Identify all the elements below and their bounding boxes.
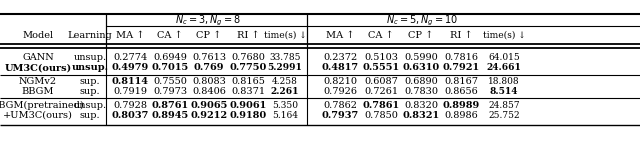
Text: CP ↑: CP ↑ [196, 30, 221, 40]
Text: 0.8114: 0.8114 [111, 77, 148, 86]
Text: 0.6310: 0.6310 [403, 63, 440, 73]
Text: GANN: GANN [22, 53, 54, 62]
Text: 0.9180: 0.9180 [229, 111, 267, 119]
Text: 0.4979: 0.4979 [111, 63, 148, 73]
Text: 18.808: 18.808 [488, 77, 520, 86]
Text: 0.5990: 0.5990 [404, 53, 438, 62]
Text: 0.8989: 0.8989 [442, 100, 479, 110]
Text: 0.8210: 0.8210 [323, 77, 357, 86]
Text: 4.258: 4.258 [272, 77, 298, 86]
Text: $N_c = 3, N_g = 8$: $N_c = 3, N_g = 8$ [175, 14, 241, 28]
Text: 0.7861: 0.7861 [362, 100, 399, 110]
Text: 0.8083: 0.8083 [192, 77, 226, 86]
Text: +UM3C(ours): +UM3C(ours) [3, 111, 73, 119]
Text: 0.7937: 0.7937 [321, 111, 358, 119]
Text: 0.5551: 0.5551 [362, 63, 399, 73]
Text: CA ↑: CA ↑ [157, 30, 183, 40]
Text: unsup.: unsup. [74, 53, 107, 62]
Text: 0.8167: 0.8167 [444, 77, 478, 86]
Text: MA ↑: MA ↑ [116, 30, 144, 40]
Text: 0.8945: 0.8945 [152, 111, 189, 119]
Text: MA ↑: MA ↑ [326, 30, 354, 40]
Text: 24.661: 24.661 [486, 63, 522, 73]
Text: BBGM(pretrained): BBGM(pretrained) [0, 100, 84, 110]
Text: sup.: sup. [80, 86, 100, 95]
Text: 0.4817: 0.4817 [321, 63, 358, 73]
Text: 0.7862: 0.7862 [323, 100, 357, 110]
Text: 0.5103: 0.5103 [364, 53, 398, 62]
Text: $N_c = 5, N_g = 10$: $N_c = 5, N_g = 10$ [386, 14, 458, 28]
Text: 0.7928: 0.7928 [113, 100, 147, 110]
Text: 0.8761: 0.8761 [152, 100, 189, 110]
Text: 0.7921: 0.7921 [442, 63, 479, 73]
Text: 0.7919: 0.7919 [113, 86, 147, 95]
Text: 0.7816: 0.7816 [444, 53, 478, 62]
Text: 5.350: 5.350 [272, 100, 298, 110]
Text: 0.9065: 0.9065 [190, 100, 228, 110]
Text: 0.8321: 0.8321 [403, 111, 440, 119]
Text: 0.9212: 0.9212 [191, 111, 228, 119]
Text: 33.785: 33.785 [269, 53, 301, 62]
Text: 0.2372: 0.2372 [323, 53, 357, 62]
Text: 0.6949: 0.6949 [153, 53, 187, 62]
Text: CA ↑: CA ↑ [368, 30, 394, 40]
Text: RI ↑: RI ↑ [237, 30, 259, 40]
Text: 0.2774: 0.2774 [113, 53, 147, 62]
Text: 5.2991: 5.2991 [268, 63, 303, 73]
Text: sup.: sup. [80, 77, 100, 86]
Text: 0.7613: 0.7613 [192, 53, 226, 62]
Text: 0.8406: 0.8406 [192, 86, 226, 95]
Text: 0.7015: 0.7015 [152, 63, 189, 73]
Text: 0.6087: 0.6087 [364, 77, 398, 86]
Text: BBGM: BBGM [22, 86, 54, 95]
Text: sup.: sup. [80, 111, 100, 119]
Text: 0.7973: 0.7973 [153, 86, 187, 95]
Text: 0.7550: 0.7550 [153, 77, 187, 86]
Text: 0.8320: 0.8320 [404, 100, 438, 110]
Text: unsup.: unsup. [74, 100, 107, 110]
Text: 0.8037: 0.8037 [111, 111, 148, 119]
Text: 0.7261: 0.7261 [364, 86, 398, 95]
Text: time(s) ↓: time(s) ↓ [483, 30, 525, 40]
Text: 25.752: 25.752 [488, 111, 520, 119]
Text: Model: Model [22, 30, 54, 40]
Text: 8.514: 8.514 [490, 86, 518, 95]
Text: 0.7850: 0.7850 [364, 111, 398, 119]
Text: 0.9061: 0.9061 [229, 100, 267, 110]
Text: UM3C(ours): UM3C(ours) [4, 63, 72, 73]
Text: RI ↑: RI ↑ [450, 30, 472, 40]
Text: 0.8371: 0.8371 [231, 86, 265, 95]
Text: 24.857: 24.857 [488, 100, 520, 110]
Text: CP ↑: CP ↑ [408, 30, 434, 40]
Text: 64.015: 64.015 [488, 53, 520, 62]
Text: NGMv2: NGMv2 [19, 77, 57, 86]
Text: 0.7926: 0.7926 [323, 86, 357, 95]
Text: 2.261: 2.261 [271, 86, 300, 95]
Text: 0.6890: 0.6890 [404, 77, 438, 86]
Text: 0.7680: 0.7680 [231, 53, 265, 62]
Text: time(s) ↓: time(s) ↓ [264, 30, 307, 40]
Text: Learning: Learning [68, 30, 113, 40]
Text: 0.8986: 0.8986 [444, 111, 478, 119]
Text: 0.769: 0.769 [194, 63, 224, 73]
Text: 0.8165: 0.8165 [231, 77, 265, 86]
Text: 5.164: 5.164 [272, 111, 298, 119]
Text: 0.7830: 0.7830 [404, 86, 438, 95]
Text: unsup.: unsup. [72, 63, 109, 73]
Text: 0.7750: 0.7750 [229, 63, 267, 73]
Text: 0.8656: 0.8656 [444, 86, 478, 95]
